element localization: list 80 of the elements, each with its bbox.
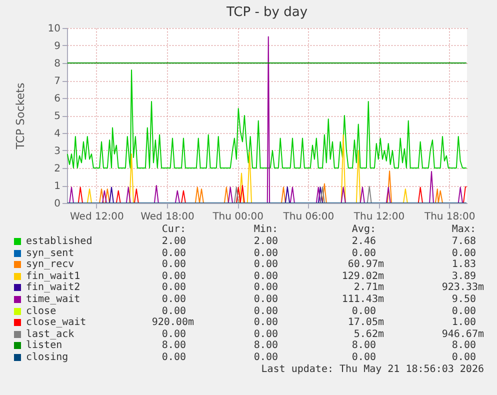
text: Cur: — [162, 224, 186, 236]
text: 2.71m — [354, 282, 384, 294]
text: 60.97m — [348, 259, 384, 270]
legend-label: closing — [26, 352, 68, 363]
text: 0.00 — [352, 248, 376, 259]
text: 111.43m — [342, 294, 384, 305]
text: 1.00 — [452, 317, 476, 328]
text: 129.02m — [342, 270, 384, 282]
text: 1.83 — [452, 259, 476, 270]
text: Avg: — [352, 224, 376, 236]
text: 0.00 — [254, 294, 278, 305]
text: 8.00 — [352, 340, 376, 352]
text: 0.00 — [162, 270, 186, 282]
text: 0.00 — [254, 328, 278, 340]
text: 0.00 — [254, 317, 278, 328]
text: 0.00 — [254, 270, 278, 282]
y-tick-label: 9 — [54, 41, 60, 52]
legend-label: syn_sent — [26, 248, 74, 259]
text: 946.67m — [442, 328, 484, 340]
text: 0.00 — [254, 248, 278, 259]
legend-label: listen — [26, 340, 62, 352]
text: 8.00 — [162, 340, 186, 352]
text: Last update: Thu May 21 18:56:03 2026 — [261, 364, 484, 375]
text: 920.00m — [152, 317, 194, 328]
y-tick-label: 2 — [54, 164, 60, 174]
text: 3.89 — [452, 270, 476, 282]
text: 0.00 — [254, 306, 278, 317]
text: 0.00 — [162, 328, 186, 340]
text: 0.00 — [452, 248, 476, 259]
y-tick-label: 4 — [54, 128, 60, 140]
text: Min: — [254, 224, 278, 236]
text: 8.00 — [452, 340, 476, 352]
text: 2.00 — [254, 236, 278, 247]
y-tick-label: 1 — [54, 181, 60, 192]
text: 0.00 — [452, 352, 476, 363]
y-tick-label: 6 — [54, 94, 60, 104]
legend-label: fin_wait1 — [26, 270, 80, 282]
legend-label: last_ack — [26, 328, 74, 340]
legend-label: close — [26, 306, 56, 317]
x-tick-label: Thu 12:00 — [352, 212, 405, 222]
x-tick-label: Thu 18:00 — [423, 212, 476, 222]
text: 0.00 — [352, 352, 376, 363]
text: 0.00 — [162, 294, 186, 305]
legend-label: close_wait — [26, 317, 86, 328]
y-axis-title: TCP Sockets — [14, 82, 27, 150]
text: 0.00 — [352, 306, 376, 317]
y-tick-label: 3 — [54, 146, 60, 157]
text: 0.00 — [162, 259, 186, 270]
legend-label: syn_recv — [26, 259, 74, 270]
y-tick-label: 10 — [48, 24, 60, 34]
text: 0.00 — [162, 248, 186, 259]
text: 0.00 — [162, 306, 186, 317]
text: Max: — [452, 224, 476, 236]
y-tick-label: 0 — [54, 198, 60, 210]
text: 8.00 — [254, 340, 278, 352]
x-tick-label: Wed 12:00 — [70, 212, 124, 222]
text: 2.00 — [162, 236, 186, 247]
y-tick-label: 7 — [54, 76, 60, 87]
text: 0.00 — [254, 259, 278, 270]
text: 0.00 — [162, 352, 186, 363]
text: 0.00 — [452, 306, 476, 317]
line-series — [67, 70, 467, 168]
chart-title: TCP - by day — [225, 5, 308, 20]
text: 0.00 — [162, 282, 186, 294]
legend-label: fin_wait2 — [26, 282, 80, 294]
x-tick-label: Thu 06:00 — [282, 212, 334, 222]
text: 5.62m — [354, 328, 384, 340]
text: 2.46 — [352, 236, 376, 247]
x-tick-label: Thu 00:00 — [212, 212, 264, 222]
text: 923.33m — [442, 282, 484, 294]
text: 17.05m — [348, 317, 384, 328]
text: 9.50 — [452, 294, 476, 305]
text: 0.00 — [254, 352, 278, 363]
x-tick-label: Wed 18:00 — [140, 212, 194, 222]
y-tick-label: 5 — [54, 111, 60, 122]
text: 0.00 — [254, 282, 278, 294]
legend-label: time_wait — [26, 294, 80, 305]
y-tick-label: 8 — [54, 58, 60, 70]
legend-label: established — [26, 236, 92, 247]
text: 7.68 — [452, 236, 476, 247]
